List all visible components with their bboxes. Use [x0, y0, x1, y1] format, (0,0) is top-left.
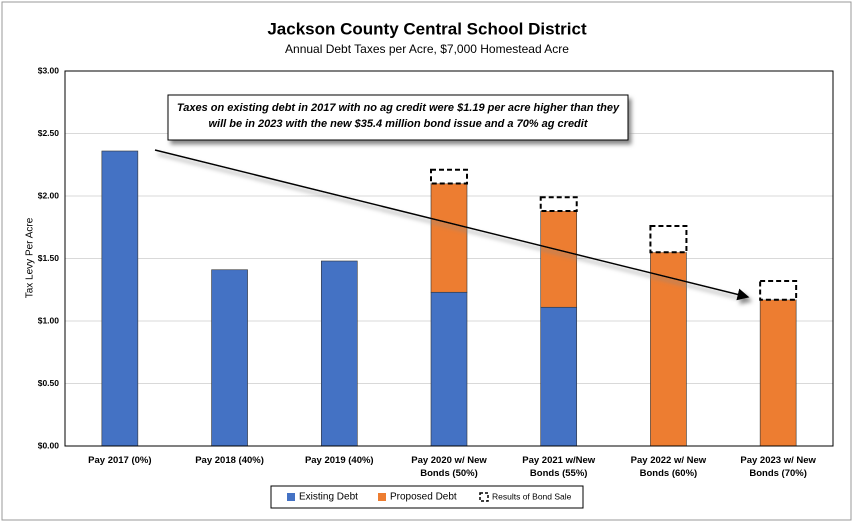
bar-segment — [430, 168, 468, 185]
legend-label: Proposed Debt — [390, 492, 457, 503]
y-tick-label: $2.50 — [38, 128, 60, 138]
bar-segment — [649, 225, 688, 254]
trend-arrow — [154, 149, 750, 301]
annotation: Taxes on existing debt in 2017 with no a… — [177, 102, 620, 114]
x-tick-label: Pay 2022 w/ New Bonds (60%) — [630, 455, 707, 479]
x-tick-label: Pay 2019 (40%) — [304, 455, 374, 466]
x-tick-label: Pay 2018 (40%) — [195, 455, 264, 466]
bar-segment — [539, 196, 578, 212]
bar-segment — [759, 280, 798, 301]
bar-segment — [540, 306, 578, 447]
y-tick-label: $0.00 — [38, 440, 60, 450]
y-tick-label: $1.50 — [38, 253, 60, 263]
x-tick-label: Pay 2017 (0%) — [88, 455, 152, 466]
y-tick-label: $3.00 — [38, 65, 60, 75]
bar-segment — [430, 291, 468, 447]
x-tick-label: Pay 2023 w/ New Bonds (70%) — [740, 455, 816, 479]
bar-segment — [430, 183, 468, 293]
chart-title: Jackson County Central School District — [267, 19, 587, 38]
bar-segment — [759, 299, 797, 447]
legend-swatch — [287, 493, 295, 501]
plot-border — [64, 70, 834, 447]
legend-swatch — [378, 493, 386, 501]
y-tick-label: $0.50 — [38, 378, 60, 388]
x-tick-label: Pay 2021 w/New Bonds (55%) — [522, 455, 596, 479]
bar-segment — [650, 251, 687, 447]
legend-swatch — [479, 492, 489, 502]
bar-segment — [320, 260, 358, 447]
bar-segment — [101, 150, 139, 447]
x-tick-label: Pay 2020 w/ New Bonds (50%) — [411, 455, 487, 479]
y-axis-label: Tax Levy Per Acre — [25, 217, 36, 298]
legend-box — [270, 485, 584, 509]
legend-label: Existing Debt — [299, 492, 358, 503]
y-tick-label: $2.00 — [38, 190, 60, 200]
annotation: will be in 2023 with the new $35.4 milli… — [209, 118, 589, 130]
chart-subtitle: Annual Debt Taxes per Acre, $7,000 Homes… — [285, 42, 569, 56]
bar-segment — [211, 269, 248, 447]
bar-segment — [540, 210, 578, 308]
annotation-box — [167, 94, 629, 141]
y-tick-label: $1.00 — [38, 315, 60, 325]
legend-label: Results of Bond Sale — [492, 491, 572, 501]
